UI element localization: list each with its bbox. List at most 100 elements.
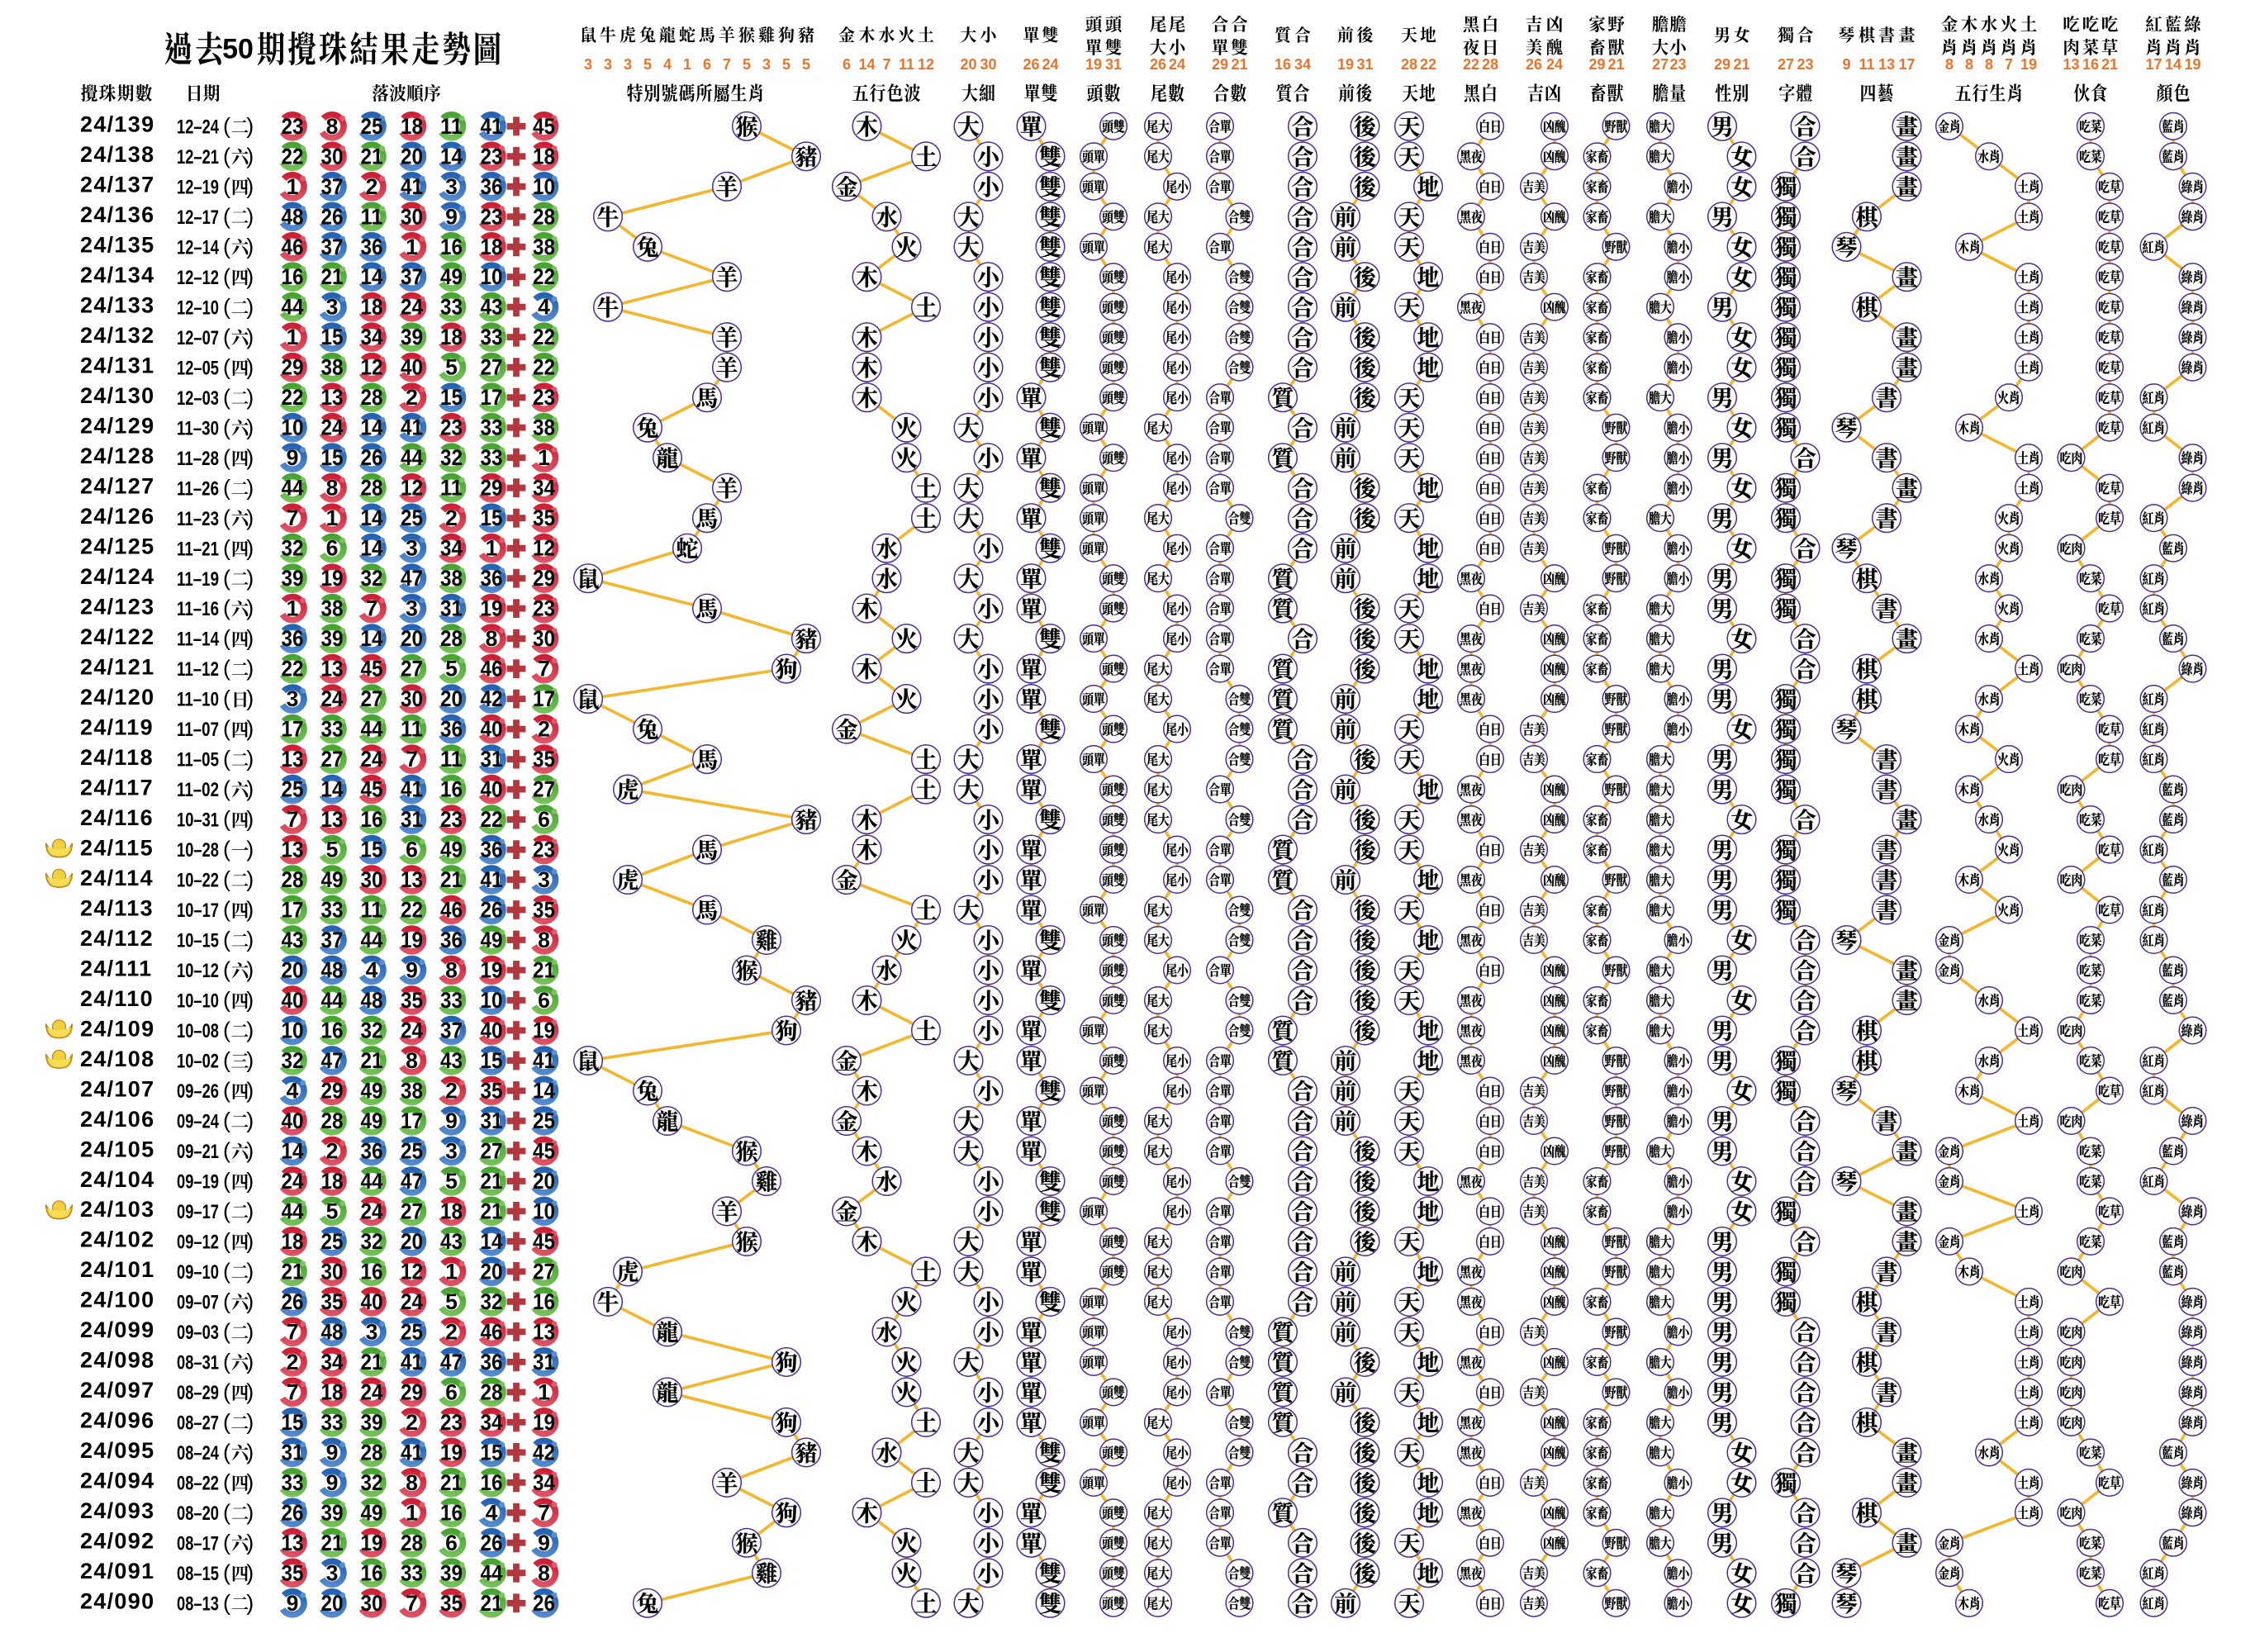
- svg-text:14: 14: [2165, 56, 2181, 73]
- svg-text:32: 32: [361, 1470, 383, 1495]
- svg-text:(: (: [223, 1470, 230, 1495]
- svg-text:33: 33: [440, 988, 463, 1013]
- svg-text:16: 16: [321, 1018, 344, 1043]
- svg-text:22: 22: [481, 807, 503, 832]
- svg-text:17: 17: [282, 717, 304, 742]
- svg-text:3: 3: [762, 56, 771, 73]
- svg-text:11–21: 11–21: [177, 538, 219, 560]
- svg-text:20: 20: [321, 1591, 344, 1616]
- svg-text:24: 24: [1042, 56, 1058, 73]
- svg-text:11: 11: [899, 56, 914, 73]
- svg-text:): ): [246, 506, 254, 530]
- svg-text:19: 19: [481, 596, 503, 621]
- svg-text:2: 2: [406, 1410, 418, 1435]
- svg-text:24/097: 24/097: [80, 1378, 154, 1403]
- svg-text:): ): [246, 325, 254, 349]
- svg-text:36: 36: [361, 235, 383, 259]
- svg-text:29: 29: [321, 1079, 344, 1104]
- svg-text:(: (: [223, 1410, 230, 1435]
- svg-text:(: (: [223, 415, 230, 439]
- svg-text:5: 5: [802, 56, 810, 73]
- svg-text:29: 29: [1588, 56, 1605, 73]
- svg-text:44: 44: [282, 1199, 304, 1223]
- svg-text:23: 23: [481, 204, 503, 229]
- svg-text:16: 16: [440, 235, 463, 259]
- svg-text:24/102: 24/102: [80, 1227, 154, 1252]
- svg-text:08–29: 08–29: [177, 1382, 219, 1404]
- svg-text:16: 16: [533, 1289, 555, 1314]
- svg-text:24/100: 24/100: [80, 1288, 154, 1313]
- svg-text:45: 45: [533, 1229, 555, 1254]
- svg-text:24/096: 24/096: [80, 1408, 154, 1433]
- svg-text:23: 23: [440, 1410, 463, 1435]
- svg-text:24/108: 24/108: [80, 1047, 154, 1071]
- svg-text:16: 16: [282, 264, 304, 289]
- svg-text:32: 32: [282, 536, 304, 561]
- svg-text:14: 14: [321, 777, 344, 802]
- svg-text:38: 38: [321, 596, 344, 621]
- svg-text:23: 23: [533, 385, 555, 410]
- svg-text:22: 22: [282, 144, 304, 169]
- svg-text:24/135: 24/135: [80, 233, 154, 258]
- svg-text:12–05: 12–05: [177, 357, 219, 379]
- svg-text:40: 40: [361, 1289, 383, 1314]
- svg-text:(: (: [223, 294, 230, 319]
- svg-text:10: 10: [282, 415, 304, 440]
- svg-text:): ): [246, 1470, 254, 1495]
- svg-text:(: (: [223, 776, 230, 801]
- svg-text:10–22: 10–22: [177, 870, 219, 892]
- svg-text:47: 47: [401, 1169, 423, 1194]
- svg-text:6: 6: [445, 1379, 458, 1404]
- svg-text:26: 26: [282, 1500, 304, 1525]
- svg-text:19: 19: [2184, 56, 2200, 73]
- svg-text:): ): [246, 566, 254, 591]
- svg-text:21: 21: [440, 1470, 463, 1495]
- svg-text:44: 44: [361, 1169, 383, 1194]
- svg-text:24: 24: [361, 1199, 383, 1223]
- svg-text:19: 19: [481, 958, 503, 983]
- svg-text:34: 34: [440, 536, 463, 561]
- svg-text:25: 25: [282, 777, 304, 802]
- svg-text:32: 32: [361, 1229, 383, 1254]
- svg-text:12–12: 12–12: [177, 267, 219, 289]
- svg-text:): ): [246, 747, 254, 771]
- svg-text:19: 19: [321, 566, 344, 591]
- svg-text:21: 21: [1733, 56, 1749, 73]
- svg-text:15: 15: [361, 838, 383, 862]
- svg-text:): ): [246, 867, 254, 892]
- svg-text:33: 33: [321, 717, 344, 742]
- svg-text:11: 11: [401, 717, 423, 742]
- svg-text:9: 9: [538, 1531, 550, 1555]
- svg-text:(: (: [223, 1259, 230, 1284]
- svg-text:(: (: [223, 1048, 230, 1073]
- svg-text:49: 49: [361, 1108, 383, 1133]
- svg-text:10: 10: [481, 264, 503, 289]
- svg-text:25: 25: [401, 1139, 423, 1164]
- svg-text:22: 22: [282, 657, 304, 681]
- svg-text:29: 29: [533, 566, 555, 591]
- svg-text:23: 23: [282, 114, 304, 139]
- svg-text:24/131: 24/131: [80, 354, 154, 378]
- svg-text:40: 40: [401, 355, 423, 380]
- svg-text:33: 33: [481, 415, 503, 440]
- svg-text:36: 36: [282, 626, 304, 651]
- svg-text:13: 13: [2063, 56, 2079, 73]
- svg-text:24/133: 24/133: [80, 293, 154, 318]
- svg-text:19: 19: [361, 1531, 383, 1555]
- svg-text:(: (: [223, 1199, 230, 1223]
- svg-text:12–19: 12–19: [177, 176, 219, 198]
- svg-text:5: 5: [445, 1289, 458, 1314]
- svg-text:20: 20: [960, 56, 976, 73]
- svg-text:21: 21: [533, 958, 555, 983]
- svg-text:): ): [246, 234, 254, 259]
- svg-text:24: 24: [401, 1289, 423, 1314]
- svg-text:10: 10: [282, 1018, 304, 1043]
- svg-text:21: 21: [361, 144, 383, 169]
- svg-text:14: 14: [282, 1139, 304, 1164]
- svg-text:34: 34: [1294, 56, 1311, 73]
- svg-text:(: (: [223, 113, 230, 138]
- svg-text:47: 47: [440, 1350, 463, 1374]
- svg-text:30: 30: [533, 626, 555, 651]
- svg-text:24/120: 24/120: [80, 685, 154, 710]
- svg-text:36: 36: [361, 1139, 383, 1164]
